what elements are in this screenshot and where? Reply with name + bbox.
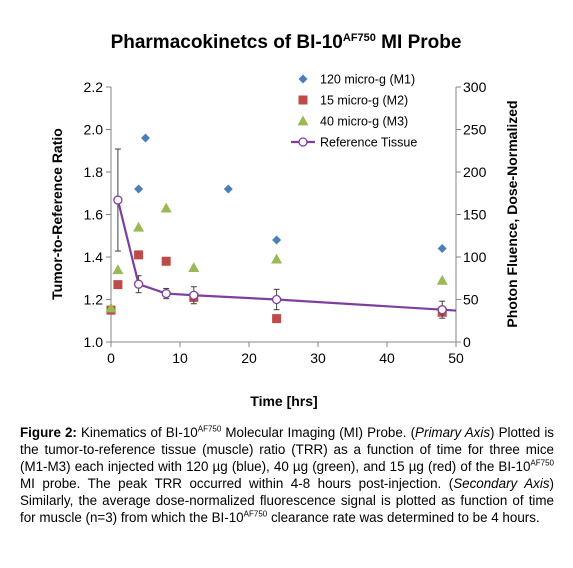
x-tick-label: 10 bbox=[172, 350, 188, 366]
caption-secondary-axis: Secondary Axis bbox=[453, 476, 550, 491]
chart-title: Pharmacokinetcs of BI-10AF750 MI Probe bbox=[111, 32, 462, 53]
caption-text-5: ) Similarly, the average dose-normalized… bbox=[20, 476, 554, 525]
data-point-series-2 bbox=[161, 256, 171, 266]
data-point-series-2 bbox=[113, 280, 123, 290]
data-point-reference-tissue bbox=[437, 305, 447, 315]
data-point-reference-tissue bbox=[189, 290, 199, 300]
chart-title-end: MI Probe bbox=[376, 32, 462, 53]
y-tick-label: 2.0 bbox=[84, 122, 104, 138]
caption-text-4: MI probe. The peak TRR occurred within 4… bbox=[20, 476, 454, 491]
legend-marker bbox=[297, 115, 309, 126]
chart-title-main: Pharmacokinetcs of BI-10 bbox=[111, 32, 343, 53]
chart: Pharmacokinetcs of BI-10AF750 MI Probe 1… bbox=[49, 32, 520, 409]
legend-label: 15 micro-g (M2) bbox=[320, 94, 408, 108]
y2-tick-label: 100 bbox=[463, 249, 487, 265]
caption-text-3: ) Plotted is the tumor-to-reference tiss… bbox=[20, 425, 554, 474]
data-point-series-3 bbox=[436, 274, 448, 285]
caption-text-6: clearance rate was determined to be 4 ho… bbox=[267, 510, 540, 525]
legend-marker bbox=[298, 137, 308, 147]
data-point-series-3 bbox=[133, 221, 145, 232]
y-tick-label: 1.8 bbox=[84, 164, 104, 180]
y-axis-label: Tumor-to-Reference Ratio bbox=[49, 128, 65, 300]
data-point-series-1 bbox=[134, 184, 144, 194]
data-point-series-1 bbox=[437, 244, 447, 253]
data-point-series-2 bbox=[134, 250, 144, 260]
y-tick-label: 2.2 bbox=[84, 79, 104, 95]
data-point-reference-tissue bbox=[161, 288, 171, 299]
data-point-series-3 bbox=[160, 202, 172, 213]
data-point-reference-tissue bbox=[133, 279, 144, 289]
caption-primary-axis: Primary Axis bbox=[415, 425, 491, 440]
x-tick-label: 30 bbox=[310, 350, 326, 366]
caption-text-1: Kinematics of BI-10 bbox=[76, 425, 198, 440]
legend-label: 40 micro-g (M3) bbox=[320, 115, 408, 129]
y2-tick-label: 150 bbox=[463, 207, 487, 223]
y2-tick-label: 50 bbox=[463, 292, 479, 308]
x-tick-label: 0 bbox=[107, 350, 115, 366]
caption-sup-1: AF750 bbox=[197, 424, 222, 434]
data-point-reference-tissue bbox=[113, 195, 123, 205]
data-point-series-1 bbox=[223, 184, 233, 194]
y2-axis-label: Photon Fluence, Dose-Normalized bbox=[504, 100, 520, 327]
data-point-series-1 bbox=[141, 133, 150, 143]
x-tick-label: 50 bbox=[448, 350, 464, 366]
y-tick-label: 1.6 bbox=[84, 207, 104, 223]
y-tick-label: 1.2 bbox=[84, 292, 104, 308]
y2-tick-label: 200 bbox=[463, 164, 487, 180]
x-tick-label: 40 bbox=[379, 350, 395, 366]
figure-caption: Figure 2: Kinematics of BI-10AF750 Molec… bbox=[20, 424, 554, 526]
chart-title-sup: AF750 bbox=[343, 32, 376, 44]
data-point-series-3 bbox=[271, 253, 283, 264]
y-tick-label: 1.4 bbox=[84, 249, 104, 265]
data-point-series-3 bbox=[112, 264, 124, 275]
plot-area: 1.01.21.41.61.82.02.20501001502002503000… bbox=[84, 73, 487, 367]
caption-sup-3: AF750 bbox=[243, 509, 268, 519]
data-point-series-3 bbox=[105, 302, 117, 313]
x-axis-label: Time [hrs] bbox=[250, 393, 317, 409]
data-point-series-1 bbox=[272, 235, 282, 245]
x-tick-label: 20 bbox=[241, 350, 257, 366]
y2-tick-label: 300 bbox=[463, 79, 487, 95]
legend-label: Reference Tissue bbox=[320, 136, 417, 150]
data-point-reference-tissue bbox=[271, 294, 282, 305]
legend-marker bbox=[298, 74, 308, 84]
caption-text-2: Molecular Imaging (MI) Probe. ( bbox=[221, 425, 416, 440]
y-tick-label: 1.0 bbox=[84, 334, 104, 350]
legend-label: 120 micro-g (M1) bbox=[320, 73, 415, 87]
caption-sup-2: AF750 bbox=[530, 458, 554, 468]
y2-tick-label: 250 bbox=[463, 122, 487, 138]
caption-label: Figure 2: bbox=[20, 425, 77, 440]
data-point-series-3 bbox=[188, 262, 200, 273]
y2-tick-label: 0 bbox=[463, 334, 471, 350]
legend-marker bbox=[298, 95, 308, 105]
data-point-series-2 bbox=[272, 314, 282, 324]
